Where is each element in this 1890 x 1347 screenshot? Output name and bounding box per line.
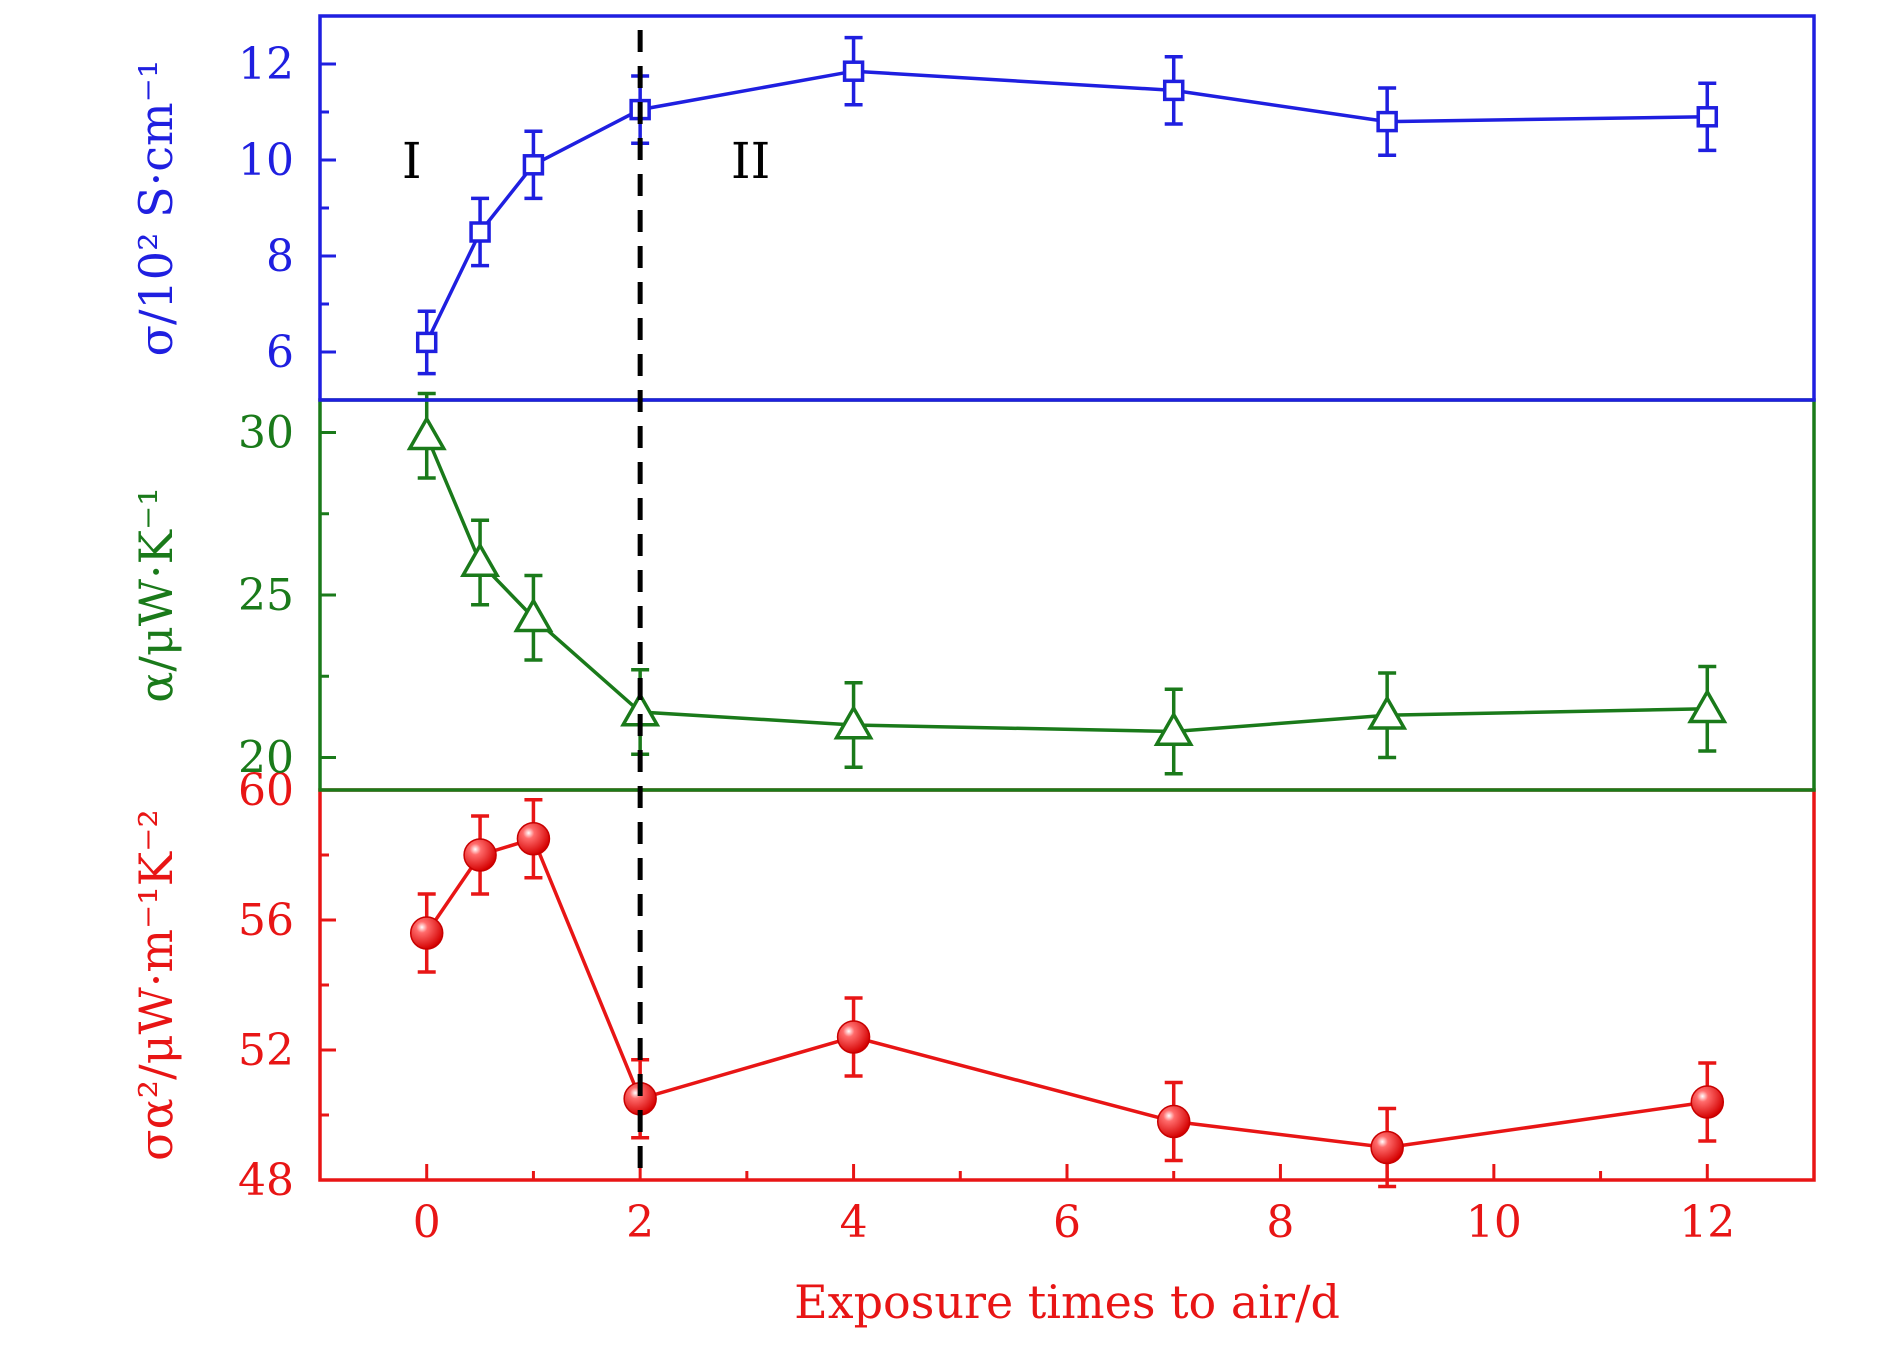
data-point-seebeck bbox=[1687, 688, 1728, 724]
data-point-seebeck bbox=[406, 415, 447, 451]
y-tick-label-seebeck: 30 bbox=[238, 408, 294, 459]
data-point-conductivity bbox=[842, 60, 865, 82]
x-tick-label: 4 bbox=[840, 1197, 868, 1248]
data-point-seebeck bbox=[513, 597, 554, 633]
data-point-power-factor bbox=[836, 1020, 871, 1054]
y-tick-label-seebeck: 25 bbox=[238, 570, 294, 621]
data-point-seebeck bbox=[460, 541, 501, 577]
y-axis-title-seebeck: α/μW·K⁻¹ bbox=[129, 487, 183, 702]
x-tick-label: 2 bbox=[626, 1197, 654, 1248]
x-tick-label: 10 bbox=[1466, 1197, 1522, 1248]
y-tick-label-conductivity: 6 bbox=[266, 327, 294, 378]
series-line-power-factor bbox=[425, 836, 1708, 1150]
y-tick-label-power-factor: 56 bbox=[238, 895, 294, 946]
x-tick-label: 12 bbox=[1679, 1197, 1735, 1248]
data-point-conductivity bbox=[415, 331, 438, 354]
data-point-power-factor bbox=[1156, 1104, 1191, 1139]
data-point-conductivity bbox=[522, 154, 545, 176]
y-tick-label-conductivity: 8 bbox=[266, 231, 294, 282]
data-point-conductivity bbox=[1376, 110, 1398, 133]
series-line-seebeck bbox=[425, 435, 1708, 734]
y-axis-title-conductivity: σ/10² S·cm⁻¹ bbox=[129, 60, 183, 357]
data-point-conductivity bbox=[1162, 79, 1185, 102]
y-tick-label-power-factor: 52 bbox=[238, 1025, 294, 1076]
series-line-conductivity bbox=[425, 69, 1708, 344]
x-tick-label: 0 bbox=[413, 1197, 441, 1248]
data-point-power-factor bbox=[1690, 1085, 1725, 1119]
y-tick-label-conductivity: 10 bbox=[238, 135, 294, 186]
y-tick-label-power-factor: 48 bbox=[238, 1155, 294, 1206]
x-axis-title: Exposure times to air/d bbox=[794, 1275, 1340, 1329]
data-point-power-factor bbox=[463, 838, 497, 872]
x-tick-label: 8 bbox=[1266, 1197, 1294, 1248]
plot-area: 48525660σα²/μW·m⁻¹K⁻²202530α/μW·K⁻¹68101… bbox=[129, 14, 1816, 1248]
data-point-power-factor bbox=[409, 916, 444, 950]
panel-frame-conductivity bbox=[318, 14, 1816, 402]
panel-frame-seebeck bbox=[318, 398, 1816, 792]
data-point-conductivity bbox=[1696, 106, 1719, 128]
y-tick-label-conductivity: 12 bbox=[238, 39, 294, 90]
data-point-seebeck bbox=[1367, 694, 1408, 730]
x-tick-label: 6 bbox=[1053, 1197, 1081, 1248]
data-point-power-factor bbox=[1370, 1130, 1404, 1165]
y-tick-label-seebeck: 20 bbox=[238, 733, 294, 784]
data-point-seebeck bbox=[1153, 710, 1194, 746]
region-label-i: I bbox=[402, 132, 422, 190]
y-tick-label-power-factor: 60 bbox=[238, 765, 294, 816]
data-point-power-factor bbox=[516, 822, 551, 856]
data-point-conductivity bbox=[469, 221, 491, 243]
y-axis-title-power-factor: σα²/μW·m⁻¹K⁻² bbox=[129, 809, 183, 1161]
data-point-seebeck bbox=[833, 704, 874, 740]
region-label-ii: II bbox=[731, 132, 771, 190]
